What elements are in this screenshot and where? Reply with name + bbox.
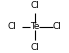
Text: Te: Te (30, 22, 39, 31)
Text: Cl: Cl (53, 22, 62, 31)
Text: Cl: Cl (30, 43, 39, 52)
Text: Cl: Cl (30, 1, 39, 10)
Text: Cl: Cl (8, 22, 17, 31)
